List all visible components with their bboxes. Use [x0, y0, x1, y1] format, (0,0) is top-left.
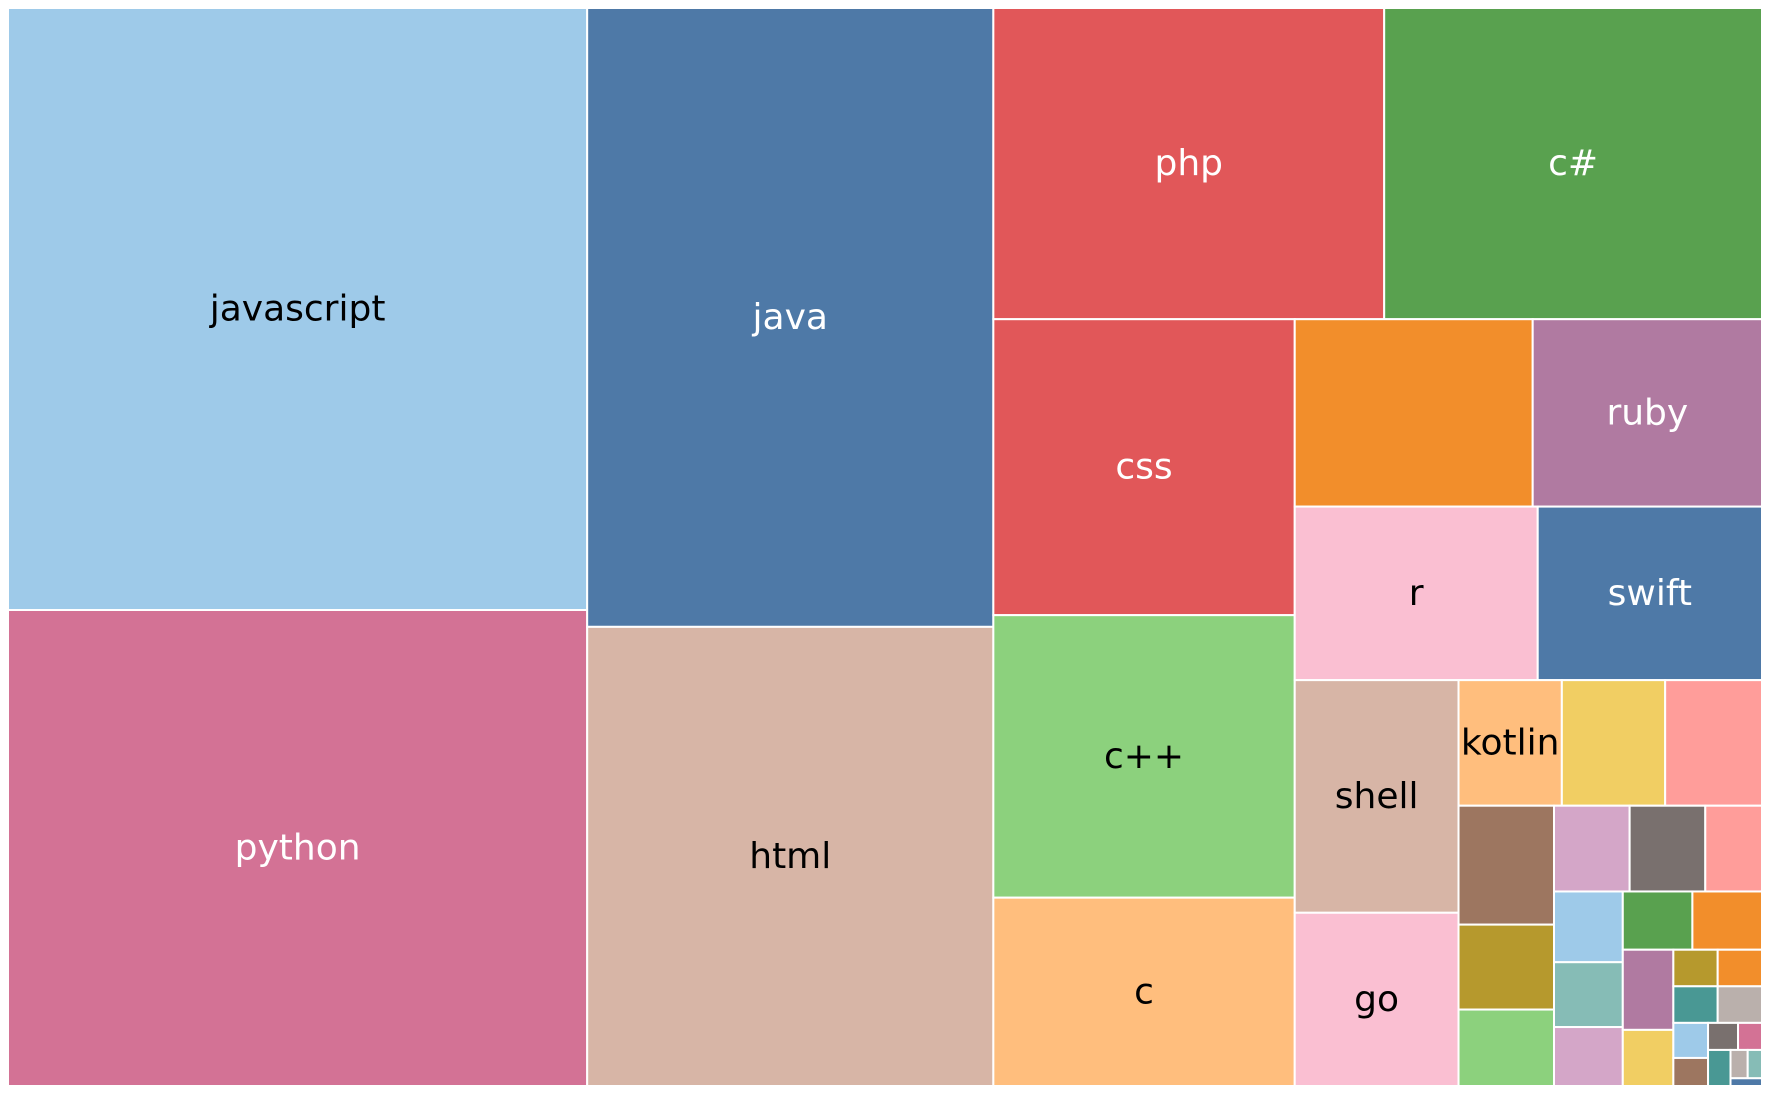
tile-rect-html: [586, 625, 995, 1086]
tile-unlabeled-42: [1729, 1077, 1762, 1086]
tile-c: c: [992, 896, 1296, 1086]
tile-rect-php: [992, 8, 1386, 321]
tile-rect-unlabeled-35: [1672, 1021, 1710, 1059]
tile-rect-unlabeled-18: [1457, 804, 1556, 926]
tile-rect-kotlin: [1457, 679, 1563, 807]
tile-unlabeled-9: [1293, 318, 1534, 508]
tile-css: css: [992, 318, 1296, 617]
tile-python: python: [8, 609, 589, 1086]
tile-unlabeled-30: [1621, 1028, 1675, 1086]
tile-shell: shell: [1293, 679, 1460, 914]
tile-unlabeled-35: [1672, 1021, 1710, 1059]
tile-html: html: [586, 625, 995, 1086]
tile-swift: swift: [1536, 505, 1762, 682]
tile-rect-unlabeled-21: [1553, 804, 1631, 893]
tile-rect-unlabeled-22: [1628, 804, 1707, 893]
tile-rect-unlabeled-32: [1716, 948, 1762, 988]
tile-unlabeled-21: [1553, 804, 1631, 893]
tile-unlabeled-37: [1707, 1021, 1740, 1051]
tile-rect-css: [992, 318, 1296, 617]
tile-unlabeled-31: [1672, 948, 1719, 988]
tile-ruby: ruby: [1531, 318, 1762, 508]
tile-rect-unlabeled-9: [1293, 318, 1534, 508]
tile-unlabeled-16: [1560, 679, 1667, 807]
tile-rect-csharp: [1383, 8, 1762, 321]
tile-rect-unlabeled-19: [1457, 923, 1556, 1011]
tile-unlabeled-41: [1746, 1048, 1762, 1080]
tile-unlabeled-26: [1553, 1026, 1624, 1086]
tile-unlabeled-19: [1457, 923, 1556, 1011]
tile-rect-unlabeled-28: [1691, 890, 1762, 951]
tile-rect-unlabeled-29: [1621, 948, 1675, 1031]
tile-rect-python: [8, 609, 589, 1086]
tile-rect-unlabeled-37: [1707, 1021, 1740, 1051]
tile-rect-unlabeled-27: [1621, 890, 1694, 951]
tile-unlabeled-34: [1716, 985, 1762, 1024]
tile-unlabeled-28: [1691, 890, 1762, 951]
tile-rect-shell: [1293, 679, 1460, 914]
tile-unlabeled-22: [1628, 804, 1707, 893]
tile-csharp: c#: [1383, 8, 1762, 321]
tile-rect-java: [586, 8, 995, 628]
tile-rect-unlabeled-26: [1553, 1026, 1624, 1086]
tile-rect-javascript: [8, 8, 589, 611]
tile-rect-unlabeled-20: [1457, 1008, 1556, 1086]
tile-rect-unlabeled-38: [1737, 1021, 1762, 1051]
tile-rect-go: [1293, 911, 1460, 1086]
tile-go: go: [1293, 911, 1460, 1086]
tile-rect-unlabeled-40: [1729, 1048, 1749, 1080]
tile-rect-unlabeled-25: [1553, 961, 1624, 1029]
tile-cplusplus: c++: [992, 614, 1296, 899]
tile-rect-r: [1293, 505, 1539, 682]
tile-kotlin: kotlin: [1457, 679, 1563, 807]
tile-rect-unlabeled-33: [1672, 985, 1719, 1024]
tile-unlabeled-23: [1704, 804, 1762, 893]
tile-rect-unlabeled-24: [1553, 890, 1624, 964]
tile-rect-unlabeled-17: [1664, 679, 1762, 807]
tile-unlabeled-20: [1457, 1008, 1556, 1086]
treemap-chart: javascript python java html php c# css c++ c ruby…: [8, 8, 1762, 1086]
tile-rect-unlabeled-23: [1704, 804, 1762, 893]
tile-rect-unlabeled-16: [1560, 679, 1667, 807]
tile-rect-unlabeled-31: [1672, 948, 1719, 988]
tile-rect-unlabeled-30: [1621, 1028, 1675, 1086]
tile-r: r: [1293, 505, 1539, 682]
tile-unlabeled-39: [1707, 1048, 1732, 1086]
tile-unlabeled-29: [1621, 948, 1675, 1031]
tile-rect-c: [992, 896, 1296, 1086]
tile-javascript: javascript: [8, 8, 589, 611]
tile-php: php: [992, 8, 1386, 321]
tile-rect-unlabeled-42: [1729, 1077, 1762, 1086]
tile-rect-swift: [1536, 505, 1762, 682]
tile-unlabeled-25: [1553, 961, 1624, 1029]
tile-unlabeled-27: [1621, 890, 1694, 951]
tile-unlabeled-18: [1457, 804, 1556, 926]
tile-unlabeled-24: [1553, 890, 1624, 964]
tile-unlabeled-32: [1716, 948, 1762, 988]
tile-unlabeled-40: [1729, 1048, 1749, 1080]
tile-unlabeled-17: [1664, 679, 1762, 807]
tile-unlabeled-33: [1672, 985, 1719, 1024]
tile-rect-ruby: [1531, 318, 1762, 508]
tile-rect-cplusplus: [992, 614, 1296, 899]
tile-rect-unlabeled-41: [1746, 1048, 1762, 1080]
tile-rect-unlabeled-34: [1716, 985, 1762, 1024]
tile-java: java: [586, 8, 995, 628]
tile-rect-unlabeled-39: [1707, 1048, 1732, 1086]
tile-rect-unlabeled-36: [1672, 1056, 1710, 1086]
tile-unlabeled-36: [1672, 1056, 1710, 1086]
tile-unlabeled-38: [1737, 1021, 1762, 1051]
